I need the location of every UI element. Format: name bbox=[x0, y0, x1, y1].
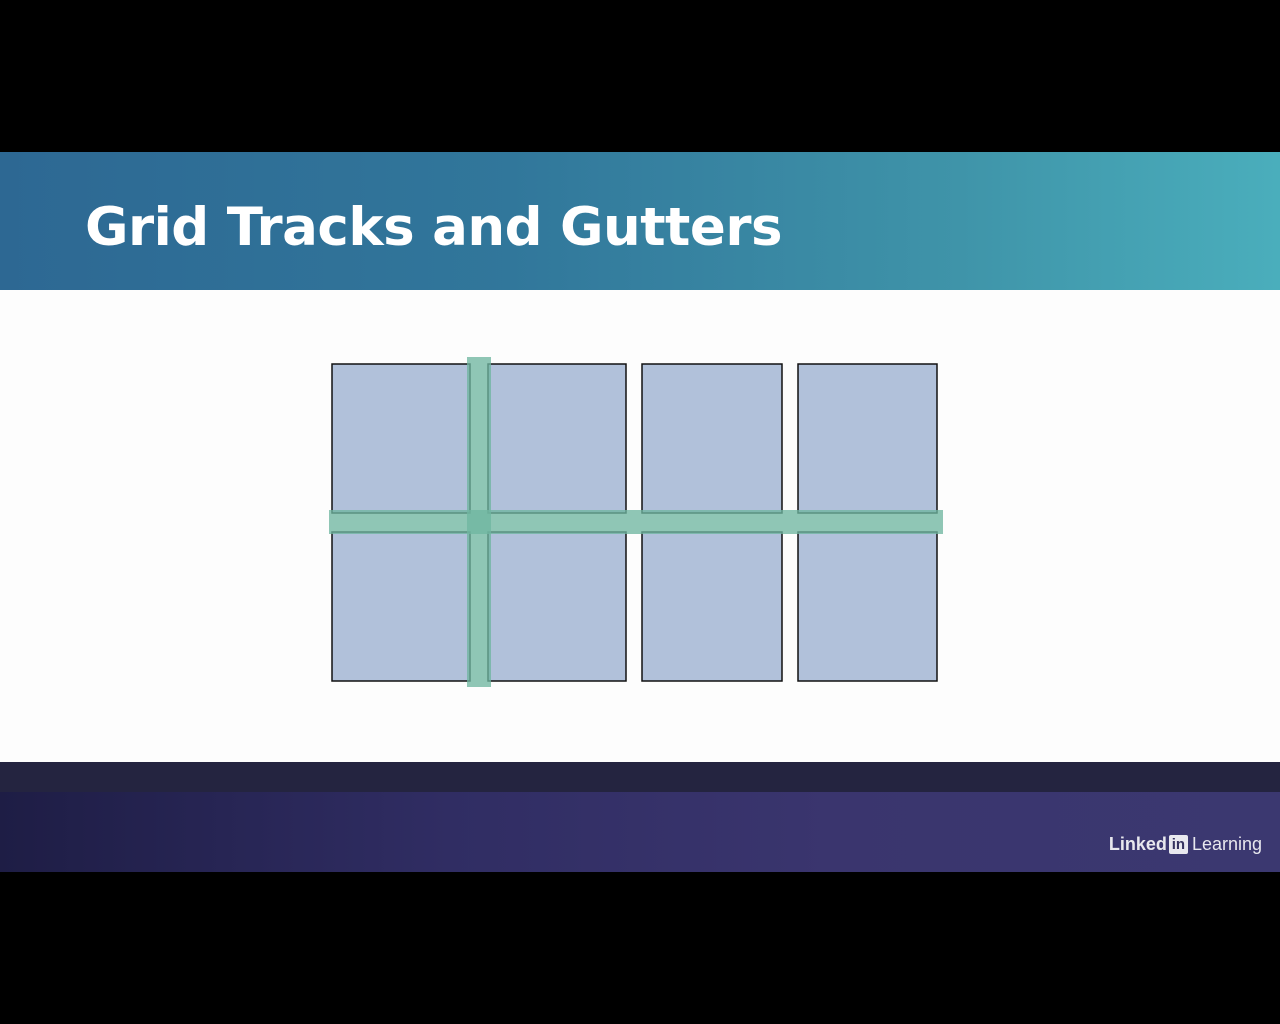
grid-cell bbox=[641, 363, 783, 514]
grid-cells bbox=[331, 363, 938, 682]
grid-cell bbox=[641, 531, 783, 682]
slide-content bbox=[0, 290, 1280, 762]
grid-cell bbox=[487, 531, 627, 682]
footer-bar: Linked in Learning bbox=[0, 792, 1280, 872]
grid-cell bbox=[487, 363, 627, 514]
grid-cell bbox=[331, 363, 471, 514]
slide: Grid Tracks and Gutters bbox=[0, 152, 1280, 872]
footer-strip bbox=[0, 762, 1280, 792]
logo-linked-text: Linked bbox=[1108, 834, 1167, 854]
logo-in-badge: in bbox=[1168, 834, 1188, 854]
grid-diagram bbox=[329, 357, 943, 687]
linkedin-learning-logo: Linked in Learning bbox=[1109, 833, 1262, 855]
grid-cell bbox=[331, 531, 471, 682]
grid-cell bbox=[797, 531, 938, 682]
row-gutter-highlight bbox=[329, 510, 943, 534]
logo-learning-text: Learning bbox=[1191, 834, 1262, 854]
title-banner: Grid Tracks and Gutters bbox=[0, 152, 1280, 290]
column-gutter-highlight bbox=[467, 357, 491, 687]
grid-cell bbox=[797, 363, 938, 514]
slide-title: Grid Tracks and Gutters bbox=[85, 197, 783, 258]
